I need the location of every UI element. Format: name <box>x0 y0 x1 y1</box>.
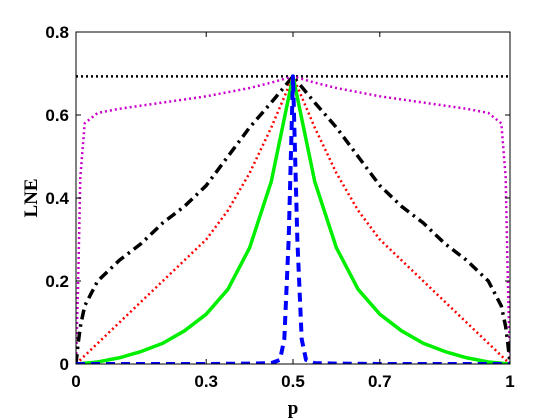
x-tick-label: 1 <box>505 372 514 391</box>
x-tick-label: 0 <box>71 372 80 391</box>
x-axis-label: p <box>288 398 299 419</box>
y-tick-label: 0.4 <box>45 189 69 208</box>
y-axis-label: LNE <box>21 178 42 217</box>
y-tick-label: 0.8 <box>45 23 69 42</box>
series-line-3 <box>76 74 510 364</box>
x-tick-label: 0.7 <box>368 372 392 391</box>
plot-frame <box>75 31 511 365</box>
y-tick-label: 0.6 <box>45 106 69 125</box>
x-tick-label: 0.5 <box>281 372 305 391</box>
x-tick-label: 0.3 <box>194 372 218 391</box>
y-tick-label: 0.2 <box>45 272 69 291</box>
y-tick-label: 0 <box>60 355 69 374</box>
plot-area <box>76 74 510 364</box>
series-line-6 <box>76 74 510 364</box>
